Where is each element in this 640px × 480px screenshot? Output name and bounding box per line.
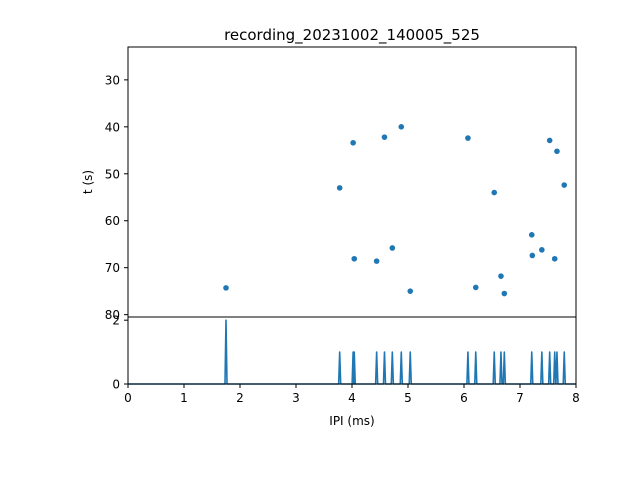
scatter-point (546, 137, 553, 144)
ipi-line (128, 319, 576, 385)
x-tick-label: 7 (516, 391, 524, 405)
scatter-frame (127, 46, 577, 318)
scatter-point (528, 232, 535, 238)
x-tick-label: 1 (180, 391, 188, 405)
scatter-point (223, 285, 229, 291)
x-tick-label: 5 (404, 391, 412, 405)
histogram-y-tick-label: 2 (112, 314, 120, 328)
scatter-point (472, 284, 479, 291)
histogram-y-ticks: 02 (112, 314, 128, 392)
x-axis-label: IPI (ms) (329, 414, 374, 428)
scatter-panel: 30 40 50 60 70 80 t (s) (81, 46, 577, 322)
y-axis-ticks: 30 40 50 60 70 80 (105, 73, 128, 322)
x-tick-label: 3 (292, 391, 300, 405)
scatter-point (501, 290, 508, 297)
x-tick-label: 4 (348, 391, 356, 405)
scatter-point (350, 139, 356, 146)
scatter-point (498, 273, 504, 279)
y-tick-label: 80 (105, 308, 120, 322)
scatter-point (561, 182, 568, 188)
scatter-point (465, 135, 471, 141)
scatter-point (351, 255, 358, 262)
histogram-frame (127, 316, 577, 385)
y-tick-label: 30 (105, 73, 120, 87)
scatter-point (551, 255, 558, 262)
scatter-point (389, 245, 396, 251)
scatter-points (223, 124, 568, 297)
scatter-point (491, 189, 498, 196)
y-tick-label: 60 (105, 214, 120, 228)
scatter-point (373, 258, 380, 264)
y-tick-label: 70 (105, 261, 120, 275)
chart-title: recording_20231002_140005_525 (224, 26, 480, 45)
x-axis-ticks: 0 1 2 3 4 5 6 7 8 (124, 384, 580, 405)
scatter-point (336, 185, 343, 191)
histogram-y-tick-label: 0 (112, 378, 120, 392)
x-tick-label: 6 (460, 391, 468, 405)
x-tick-label: 0 (124, 391, 132, 405)
scatter-point (398, 124, 405, 130)
y-tick-label: 40 (105, 120, 120, 134)
scatter-point (407, 288, 414, 294)
scatter-point (381, 134, 388, 140)
scatter-point (529, 252, 536, 259)
y-axis-label: t (s) (81, 170, 95, 194)
scatter-point (554, 148, 560, 155)
x-tick-label: 8 (572, 391, 580, 405)
x-tick-label: 2 (236, 391, 244, 405)
y-tick-label: 50 (105, 167, 120, 181)
scatter-point (539, 247, 545, 253)
